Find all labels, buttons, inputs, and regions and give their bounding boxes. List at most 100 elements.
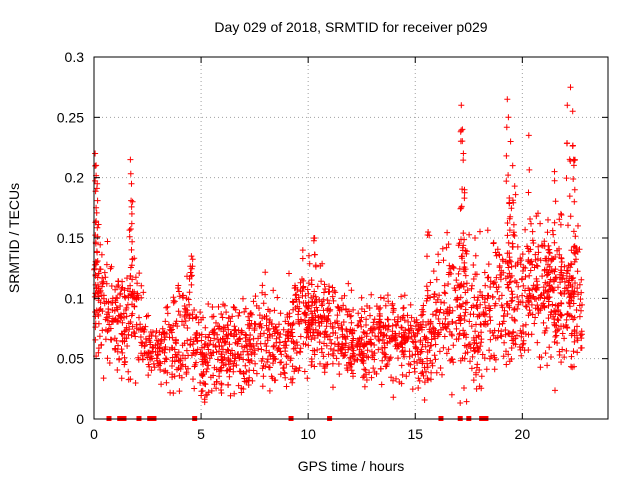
- data-point: [227, 366, 234, 373]
- data-point: [515, 283, 522, 290]
- data-point: [574, 268, 581, 275]
- data-point: [183, 369, 190, 376]
- data-point: [310, 237, 317, 244]
- data-point: [366, 305, 373, 311]
- data-point: [573, 330, 580, 336]
- data-point: [395, 355, 401, 362]
- data-point: [251, 351, 258, 358]
- data-point: [414, 319, 421, 326]
- data-point: [487, 278, 494, 285]
- data-point: [274, 294, 281, 301]
- data-point: [522, 273, 529, 280]
- data-point: [176, 293, 183, 300]
- data-point: [289, 333, 296, 340]
- data-point: [350, 306, 357, 313]
- data-point: [455, 335, 462, 342]
- data-point: [537, 292, 544, 299]
- data-point: [92, 162, 99, 169]
- data-point: [368, 291, 375, 298]
- data-point: [471, 339, 478, 346]
- data-point: [416, 356, 423, 363]
- data-point: [534, 302, 541, 309]
- data-point: [224, 367, 231, 374]
- data-point: [364, 330, 370, 337]
- data-point: [572, 250, 579, 257]
- data-point: [508, 298, 515, 305]
- data-point: [145, 372, 152, 379]
- data-point: [336, 371, 343, 378]
- data-point: [366, 369, 373, 376]
- data-point: [348, 287, 355, 294]
- data-point: [522, 287, 528, 294]
- data-point: [462, 309, 469, 316]
- data-point: [135, 356, 142, 363]
- data-point: [406, 353, 413, 360]
- data-point: [423, 322, 429, 328]
- data-point: [334, 312, 341, 319]
- data-point: [399, 371, 406, 378]
- data-point: [308, 336, 315, 343]
- data-point: [511, 183, 518, 190]
- data-point: [526, 260, 533, 266]
- data-point: [534, 339, 541, 346]
- data-point: [117, 290, 124, 297]
- data-point: [241, 308, 248, 315]
- data-point: [166, 334, 173, 341]
- data-point: [417, 339, 424, 345]
- data-point: [381, 350, 388, 357]
- data-point: [181, 322, 187, 329]
- data-point: [396, 330, 403, 337]
- data-point: [121, 287, 128, 294]
- data-point: [314, 307, 321, 314]
- data-point: [213, 319, 219, 326]
- data-point: [532, 256, 539, 263]
- data-point: [462, 350, 469, 357]
- data-point: [563, 316, 570, 323]
- data-point: [201, 380, 208, 387]
- data-point: [209, 304, 216, 310]
- data-point: [570, 176, 577, 182]
- data-point: [378, 329, 385, 336]
- data-point: [509, 337, 516, 344]
- y-tick-label: 0.15: [57, 230, 84, 246]
- data-point: [387, 338, 394, 345]
- data-point: [243, 379, 250, 385]
- data-point: [382, 302, 389, 309]
- data-point: [491, 366, 498, 373]
- data-point: [270, 360, 276, 367]
- data-point: [482, 304, 489, 311]
- data-point: [314, 346, 321, 353]
- data-point: [551, 268, 558, 275]
- data-point: [311, 363, 318, 370]
- data-point: [198, 331, 205, 338]
- data-point: [331, 347, 337, 354]
- data-point: [166, 346, 173, 353]
- data-point: [389, 302, 396, 309]
- data-point: [320, 353, 327, 360]
- data-point: [182, 318, 189, 324]
- data-point: [507, 138, 514, 145]
- data-point: [490, 332, 497, 339]
- data-point: [510, 199, 517, 206]
- data-point: [205, 362, 212, 369]
- data-point: [361, 383, 368, 390]
- data-point: [424, 339, 431, 346]
- data-point: [546, 250, 553, 257]
- data-point: [407, 322, 414, 329]
- data-point: [335, 304, 342, 311]
- data-point: [453, 325, 460, 332]
- data-point: [576, 281, 583, 288]
- data-point: [497, 271, 504, 278]
- data-point: [253, 370, 260, 377]
- data-point: [317, 360, 323, 367]
- data-point: [202, 324, 209, 331]
- data-point: [147, 350, 154, 357]
- data-point: [225, 361, 232, 368]
- data-point: [565, 262, 572, 269]
- data-point: [390, 305, 397, 312]
- data-point: [493, 274, 500, 281]
- data-point: [176, 288, 182, 295]
- data-point: [446, 269, 453, 276]
- data-point: [511, 232, 518, 239]
- data-point: [457, 282, 464, 289]
